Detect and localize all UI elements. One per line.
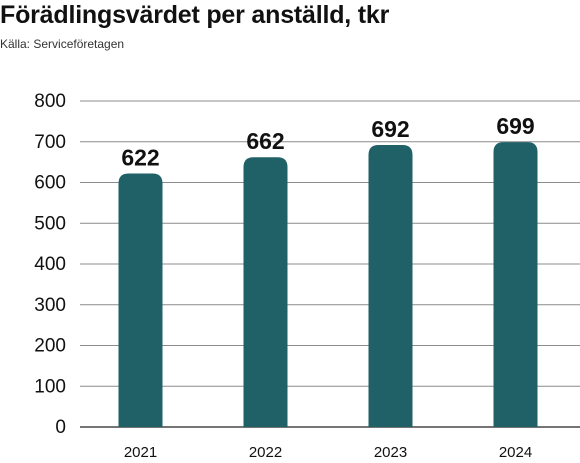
x-tick-label: 2023 [374,444,407,461]
y-tick-label: 600 [34,173,66,194]
x-tick-label: 2024 [499,444,532,461]
y-tick-label: 300 [34,295,66,316]
y-tick-label: 0 [55,417,66,438]
x-tick-label: 2022 [249,444,282,461]
data-label: 692 [371,116,409,142]
y-tick-label: 100 [34,376,66,397]
x-tick-label: 2021 [124,444,157,461]
y-tick-label: 500 [34,213,66,234]
chart-title: Förädlingsvärdet per anställd, tkr [0,1,390,29]
bar-2022 [243,157,288,428]
bar-2023 [368,145,413,427]
chart-source: Källa: Serviceföretagen [0,37,125,51]
y-tick-label: 200 [34,336,66,357]
bar-2024 [493,142,538,427]
data-label: 662 [246,128,284,154]
data-label: 699 [496,113,534,139]
y-tick-label: 400 [34,254,66,275]
bar-2021 [118,173,163,427]
data-label: 622 [121,145,159,171]
y-tick-label: 800 [34,91,66,112]
y-tick-label: 700 [34,132,66,153]
